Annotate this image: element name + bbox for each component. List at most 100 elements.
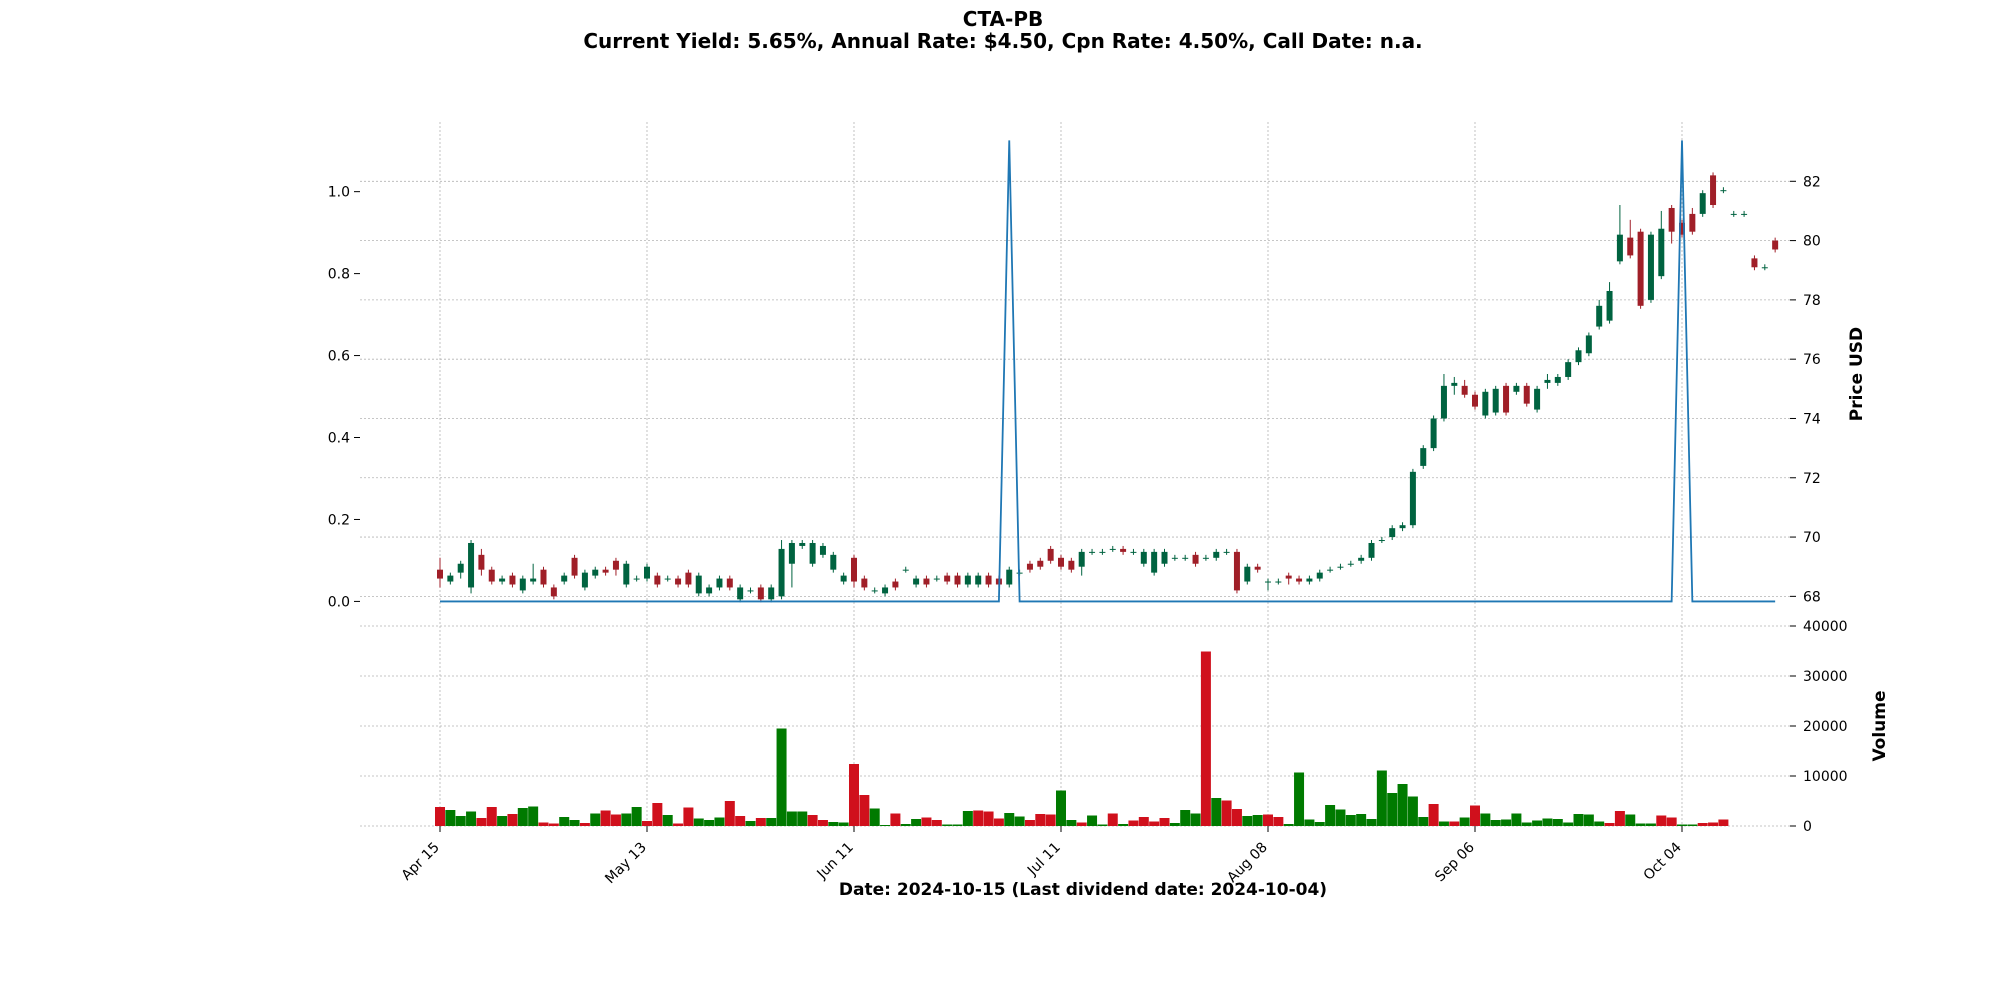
candle-body xyxy=(1699,193,1706,214)
candle-body xyxy=(1109,548,1116,550)
candle-body xyxy=(1461,385,1468,395)
candle-body xyxy=(509,575,516,585)
candle-body xyxy=(985,575,992,585)
candle-body xyxy=(437,569,443,579)
volume-bar xyxy=(1511,813,1522,826)
volume-bar xyxy=(1107,813,1118,826)
volume-tick-label: 20000 xyxy=(1803,719,1848,735)
volume-bar xyxy=(993,818,1004,826)
candle-body xyxy=(1482,391,1489,416)
x-axis-label: Date: 2024-10-15 (Last dividend date: 20… xyxy=(839,880,1327,900)
candle-body xyxy=(1223,551,1230,553)
volume-bar xyxy=(538,822,549,826)
volume-bar xyxy=(528,806,539,826)
price-tick-label: 80 xyxy=(1803,234,1821,250)
candle-body xyxy=(1575,350,1582,363)
volume-bar xyxy=(1211,798,1222,826)
candle-body xyxy=(550,587,557,597)
dividend-tick-label: 0.2 xyxy=(328,512,350,528)
candle-body xyxy=(571,557,578,576)
dividend-tick-label: 0.4 xyxy=(328,431,350,447)
candle-body xyxy=(851,557,857,582)
volume-bar xyxy=(1418,817,1429,826)
volume-bar xyxy=(900,824,911,826)
candle-body xyxy=(1130,551,1137,553)
volume-bar xyxy=(652,803,663,826)
candle-body xyxy=(1254,566,1261,570)
candle-body xyxy=(1523,385,1530,404)
volume-bar xyxy=(1718,819,1729,826)
candle-body xyxy=(1192,554,1199,564)
candle-body xyxy=(778,548,785,597)
candle-body xyxy=(1741,213,1748,215)
candle-body xyxy=(1099,551,1106,553)
date-tick-label: Jun 11 xyxy=(814,840,857,883)
candle-body xyxy=(1565,362,1572,377)
candle-body xyxy=(716,578,723,588)
volume-bar xyxy=(828,822,839,826)
volume-bar xyxy=(497,816,508,826)
dividend-tick-label: 0.8 xyxy=(328,267,350,283)
volume-bar xyxy=(1407,796,1418,826)
volume-bar xyxy=(1221,800,1232,826)
volume-bar xyxy=(1325,805,1336,826)
volume-bar xyxy=(1056,790,1066,826)
candle-body xyxy=(1720,190,1727,192)
candle-body xyxy=(933,578,940,580)
volume-bar xyxy=(1014,816,1025,826)
candle-body xyxy=(1658,228,1665,277)
dividend-tick-label: 0.0 xyxy=(328,594,350,610)
volume-bar xyxy=(1138,817,1149,826)
candle-body xyxy=(882,587,889,594)
candle-body xyxy=(1647,234,1654,300)
candle-body xyxy=(1213,551,1220,558)
volume-bar xyxy=(890,813,901,826)
volume-bar xyxy=(1066,820,1077,826)
candle-body xyxy=(457,563,464,573)
candle-body xyxy=(447,575,454,582)
candle-body xyxy=(1440,385,1447,419)
candle-body xyxy=(1689,213,1696,232)
volume-bar xyxy=(1645,823,1656,826)
candle-body xyxy=(768,587,775,600)
volume-bar xyxy=(1490,820,1501,826)
volume-bar xyxy=(952,824,963,826)
volume-bar xyxy=(610,814,621,826)
candle-body xyxy=(1513,385,1520,392)
candle-body xyxy=(1730,213,1737,215)
date-tick-label: Apr 15 xyxy=(399,840,443,884)
volume-axis-label: Volume xyxy=(1870,690,1890,761)
candle-body xyxy=(1058,557,1064,567)
candle-body xyxy=(1368,542,1375,558)
candle-body xyxy=(540,569,547,585)
volume-bar xyxy=(1345,815,1356,826)
candle-body xyxy=(1751,258,1758,268)
axes: 68 70 72 74 76 78 80 82 0 10000 20000 30000 40000 0.0… xyxy=(328,174,1890,887)
candle-body xyxy=(1544,379,1551,383)
volume-bar xyxy=(931,820,942,826)
candle-body xyxy=(1047,548,1054,561)
volume-bar xyxy=(486,807,497,826)
candle-body xyxy=(1265,581,1271,583)
volume-bar xyxy=(1397,784,1408,826)
volume-bar xyxy=(983,811,994,826)
candle-body xyxy=(1606,290,1613,321)
candle-body xyxy=(871,590,878,592)
volume-bar xyxy=(849,764,859,826)
candle-body xyxy=(944,575,951,582)
date-tick-label: Aug 08 xyxy=(1224,840,1270,886)
volume-panel xyxy=(435,651,1729,826)
candle-body xyxy=(1140,551,1147,564)
candle-body xyxy=(592,569,599,576)
volume-bar xyxy=(1273,817,1284,826)
volume-bar xyxy=(1542,818,1553,826)
volume-bar xyxy=(1459,817,1470,826)
candle-body xyxy=(685,572,692,585)
candle-body xyxy=(913,578,920,585)
candle-body xyxy=(809,542,816,564)
candle-body xyxy=(1420,448,1427,466)
volume-bar xyxy=(1169,823,1180,826)
volume-bar xyxy=(1501,819,1512,826)
chart-title: CTA-PB xyxy=(963,7,1043,31)
candle-body xyxy=(478,554,485,570)
